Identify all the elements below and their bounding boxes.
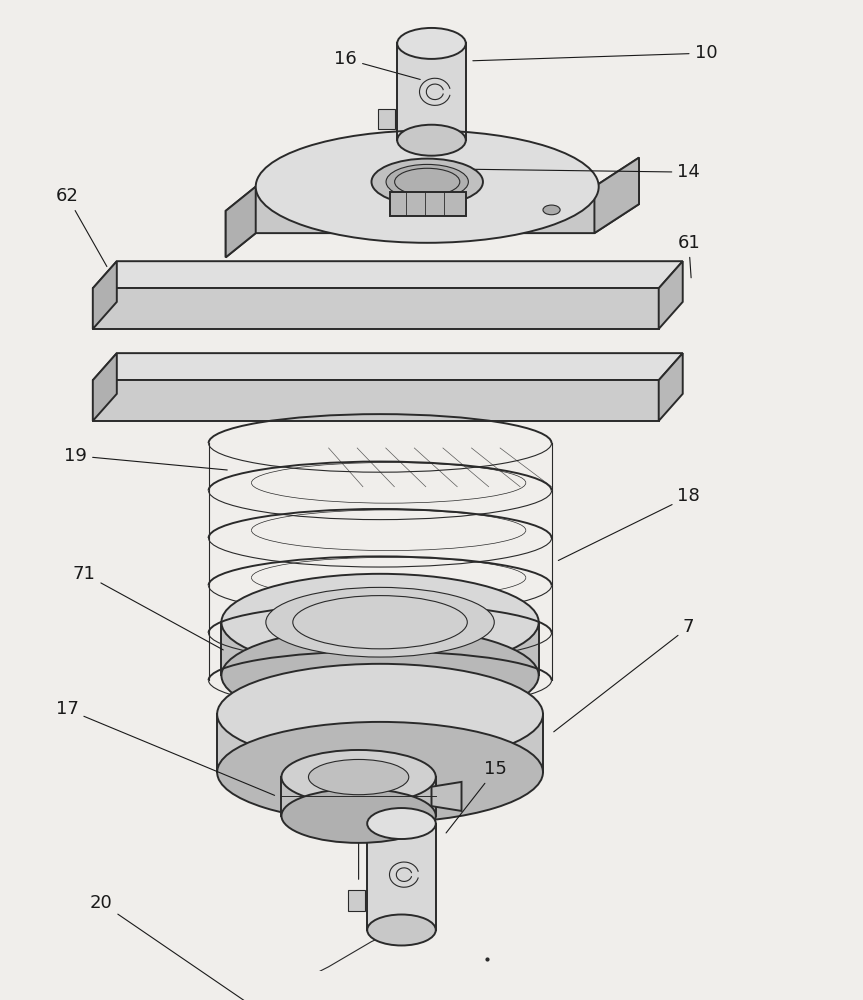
Polygon shape (93, 353, 117, 421)
Ellipse shape (222, 627, 539, 724)
Polygon shape (93, 288, 658, 329)
Ellipse shape (308, 759, 409, 795)
Polygon shape (349, 890, 365, 911)
Polygon shape (378, 109, 395, 129)
Text: 11: 11 (347, 795, 370, 879)
Ellipse shape (371, 159, 483, 205)
Polygon shape (93, 380, 658, 421)
Polygon shape (93, 261, 683, 288)
Text: 61: 61 (677, 234, 700, 278)
Polygon shape (595, 158, 639, 233)
Ellipse shape (281, 750, 436, 804)
Polygon shape (93, 353, 683, 380)
Ellipse shape (386, 164, 469, 199)
Ellipse shape (397, 125, 466, 156)
Polygon shape (658, 353, 683, 421)
Ellipse shape (217, 664, 543, 764)
Ellipse shape (397, 28, 466, 59)
Text: 15: 15 (446, 760, 507, 833)
Polygon shape (93, 261, 117, 329)
Polygon shape (432, 782, 462, 811)
Ellipse shape (217, 722, 543, 823)
Text: 17: 17 (55, 700, 274, 795)
Polygon shape (226, 158, 639, 257)
Ellipse shape (367, 808, 436, 839)
Polygon shape (658, 261, 683, 329)
Text: 7: 7 (554, 618, 695, 732)
Text: 14: 14 (473, 163, 700, 181)
Polygon shape (281, 777, 436, 816)
Text: 71: 71 (72, 565, 224, 650)
Text: 10: 10 (473, 44, 717, 62)
Ellipse shape (281, 789, 436, 843)
Text: 18: 18 (558, 487, 700, 560)
Polygon shape (217, 714, 543, 772)
Polygon shape (390, 192, 466, 216)
Text: 19: 19 (64, 447, 227, 470)
Polygon shape (222, 622, 539, 675)
Polygon shape (226, 187, 255, 257)
Polygon shape (367, 824, 436, 930)
Ellipse shape (543, 205, 560, 215)
Text: 62: 62 (55, 187, 107, 267)
Text: 20: 20 (90, 894, 249, 1000)
Ellipse shape (255, 131, 599, 243)
Ellipse shape (266, 587, 494, 657)
Text: 16: 16 (334, 50, 420, 79)
Polygon shape (397, 43, 466, 140)
Ellipse shape (222, 574, 539, 671)
Ellipse shape (367, 915, 436, 945)
